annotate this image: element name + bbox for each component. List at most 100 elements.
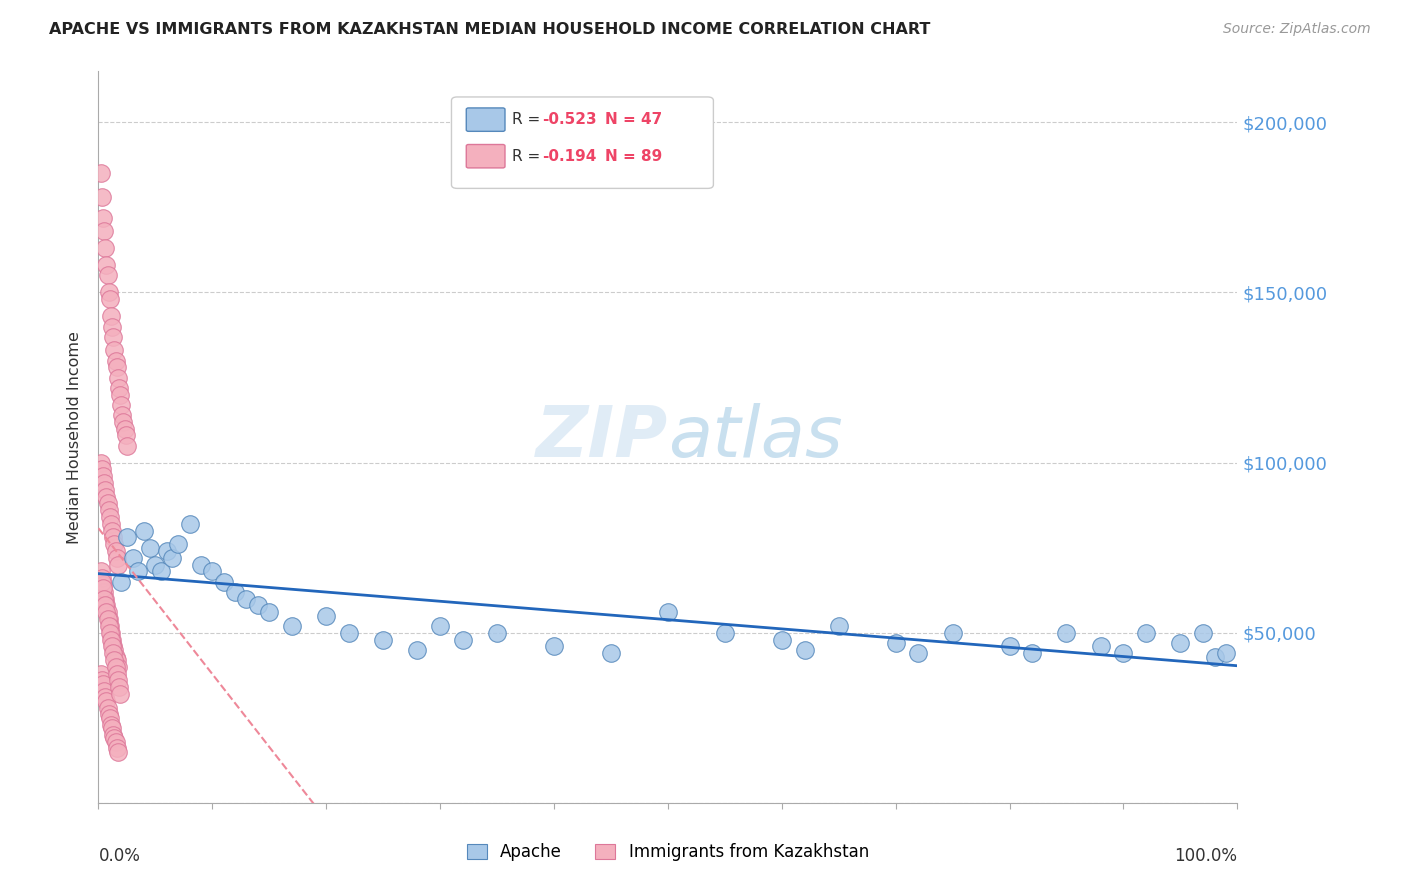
Point [101, 524, 124, 538]
Point [90, 190, 112, 204]
Point [90, 565, 112, 579]
Point [105, 666, 128, 681]
Point [94, 591, 117, 606]
Point [150, 565, 173, 579]
Point [486, 625, 509, 640]
Point [107, 659, 129, 673]
Point [103, 531, 125, 545]
Point [97, 619, 120, 633]
Point [1021, 646, 1043, 660]
Point [212, 574, 235, 589]
Point [100, 632, 122, 647]
Point [100, 310, 122, 324]
Point [100, 717, 122, 731]
Point [371, 632, 394, 647]
Point [96, 496, 118, 510]
Point [104, 659, 127, 673]
Point [96, 258, 118, 272]
Point [111, 408, 134, 422]
Text: N = 89: N = 89 [605, 149, 662, 164]
Point [167, 537, 190, 551]
Y-axis label: Median Household Income: Median Household Income [67, 331, 83, 543]
Point [1112, 646, 1135, 660]
Point [1215, 646, 1237, 660]
Point [97, 707, 120, 722]
Point [1054, 625, 1078, 640]
Point [156, 544, 179, 558]
Point [96, 268, 118, 283]
Point [101, 640, 124, 654]
Point [132, 524, 155, 538]
Point [108, 680, 131, 694]
Point [108, 381, 131, 395]
Point [104, 353, 127, 368]
Point [103, 640, 125, 654]
Point [114, 428, 136, 442]
Point [103, 537, 125, 551]
Text: ZIP: ZIP [536, 402, 668, 472]
Point [110, 398, 132, 412]
Point [98, 293, 121, 307]
Point [93, 683, 115, 698]
Point [337, 625, 360, 640]
Point [315, 608, 337, 623]
Point [96, 605, 118, 619]
Point [145, 558, 167, 572]
Point [90, 574, 112, 589]
Point [121, 550, 143, 565]
Text: -0.194: -0.194 [543, 149, 598, 164]
Point [235, 591, 257, 606]
Point [90, 462, 112, 476]
Point [97, 503, 120, 517]
Point [942, 625, 965, 640]
Point [998, 640, 1021, 654]
Point [91, 582, 114, 596]
Point [793, 642, 815, 657]
Point [90, 166, 112, 180]
Point [657, 605, 679, 619]
Point [98, 711, 121, 725]
Point [91, 211, 114, 225]
Point [107, 370, 129, 384]
Point [714, 625, 737, 640]
Point [429, 619, 451, 633]
Point [281, 619, 304, 633]
Point [115, 439, 138, 453]
Point [94, 690, 117, 705]
FancyBboxPatch shape [467, 145, 505, 168]
Text: 100.0%: 100.0% [1174, 847, 1237, 864]
Point [246, 599, 269, 613]
Point [104, 649, 127, 664]
Legend: Apache, Immigrants from Kazakhstan: Apache, Immigrants from Kazakhstan [460, 837, 876, 868]
Point [1192, 625, 1215, 640]
Text: APACHE VS IMMIGRANTS FROM KAZAKHSTAN MEDIAN HOUSEHOLD INCOME CORRELATION CHART: APACHE VS IMMIGRANTS FROM KAZAKHSTAN MED… [49, 22, 931, 37]
Point [451, 632, 474, 647]
Point [100, 625, 122, 640]
Point [110, 574, 132, 589]
Point [108, 687, 131, 701]
Point [770, 632, 793, 647]
Point [98, 619, 121, 633]
Text: N = 47: N = 47 [605, 112, 662, 128]
Point [93, 591, 115, 606]
Point [105, 741, 128, 756]
Point [103, 642, 125, 657]
Text: 0.0%: 0.0% [98, 847, 141, 864]
Point [190, 558, 212, 572]
Text: R =: R = [512, 149, 546, 164]
Point [1090, 640, 1112, 654]
Point [94, 241, 117, 255]
Point [600, 646, 623, 660]
Point [101, 632, 124, 647]
Point [93, 585, 115, 599]
Point [1170, 636, 1192, 650]
Point [108, 387, 131, 401]
Point [96, 612, 118, 626]
Point [90, 571, 112, 585]
Point [884, 636, 907, 650]
Point [90, 456, 112, 470]
Point [96, 599, 118, 613]
Point [90, 666, 112, 681]
Point [91, 469, 114, 483]
Point [103, 343, 125, 358]
